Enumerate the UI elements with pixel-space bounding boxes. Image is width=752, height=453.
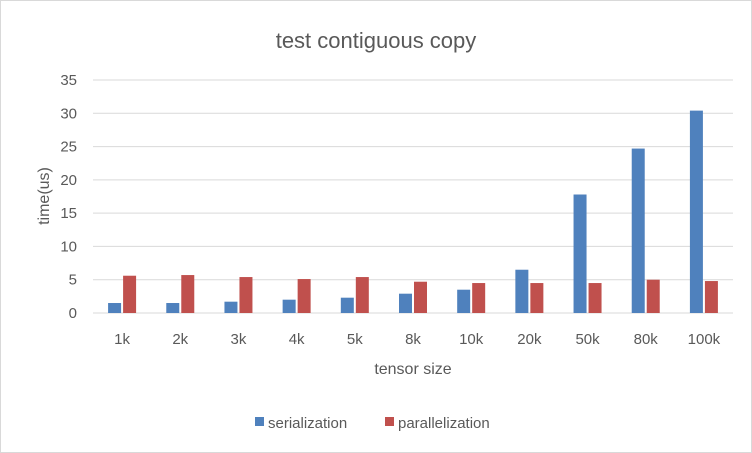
x-tick-label: 50k	[575, 331, 600, 348]
x-tick-label: 20k	[517, 331, 542, 348]
y-tick-label: 20	[60, 172, 77, 189]
bar-parallelization-50k	[588, 283, 602, 313]
bar-parallelization-100k	[704, 281, 718, 313]
bar-serialization-3k	[224, 301, 238, 313]
x-tick-label: 2k	[172, 331, 188, 348]
gridlines	[93, 79, 733, 314]
bar-serialization-8k	[399, 293, 412, 313]
bar-parallelization-3k	[239, 277, 253, 313]
x-tick-label: 8k	[405, 331, 421, 348]
x-axis-label: tensor size	[374, 361, 451, 378]
bar-serialization-20k	[515, 269, 529, 313]
bar-parallelization-20k	[530, 283, 544, 313]
bar-serialization-80k	[631, 148, 645, 313]
legend-label: parallelization	[398, 415, 490, 432]
bars	[108, 110, 718, 313]
bar-serialization-2k	[166, 303, 180, 313]
bar-serialization-10k	[457, 289, 471, 313]
x-tick-label: 100k	[688, 331, 721, 348]
legend-swatch	[255, 417, 264, 426]
y-axis-label: time(us)	[36, 167, 53, 225]
bar-parallelization-4k	[297, 279, 311, 313]
y-tick-label: 35	[60, 72, 77, 89]
y-tick-label: 25	[60, 139, 77, 156]
y-tick-label: 5	[69, 272, 77, 289]
y-tick-label: 10	[60, 238, 77, 255]
bar-serialization-1k	[108, 303, 122, 313]
legend: serialization parallelization	[255, 415, 490, 432]
bar-serialization-50k	[573, 194, 587, 313]
y-tick-label: 0	[69, 305, 77, 322]
bar-parallelization-8k	[414, 281, 427, 313]
bar-parallelization-1k	[123, 275, 137, 313]
x-tick-label: 80k	[634, 331, 659, 348]
chart-title: test contiguous copy	[276, 28, 477, 53]
bar-parallelization-2k	[181, 275, 195, 313]
bar-parallelization-10k	[472, 283, 486, 313]
x-tick-labels: 1k 2k 3k 4k 5k 8k 10k 20k 50k 80k 100k	[114, 331, 721, 348]
legend-label: serialization	[268, 415, 347, 432]
x-tick-label: 5k	[347, 331, 363, 348]
x-tick-label: 1k	[114, 331, 130, 348]
y-tick-label: 30	[60, 105, 77, 122]
y-tick-label: 15	[60, 205, 77, 222]
bar-serialization-100k	[689, 110, 703, 313]
y-tick-labels: 0 5 10 15 20 25 30 35	[60, 72, 77, 322]
x-tick-label: 10k	[459, 331, 484, 348]
bar-parallelization-5k	[355, 277, 369, 313]
x-tick-label: 4k	[289, 331, 305, 348]
x-tick-label: 3k	[231, 331, 247, 348]
bar-parallelization-80k	[646, 279, 660, 313]
legend-swatch	[385, 417, 394, 426]
bar-serialization-5k	[340, 297, 354, 313]
bar-serialization-4k	[282, 299, 296, 313]
